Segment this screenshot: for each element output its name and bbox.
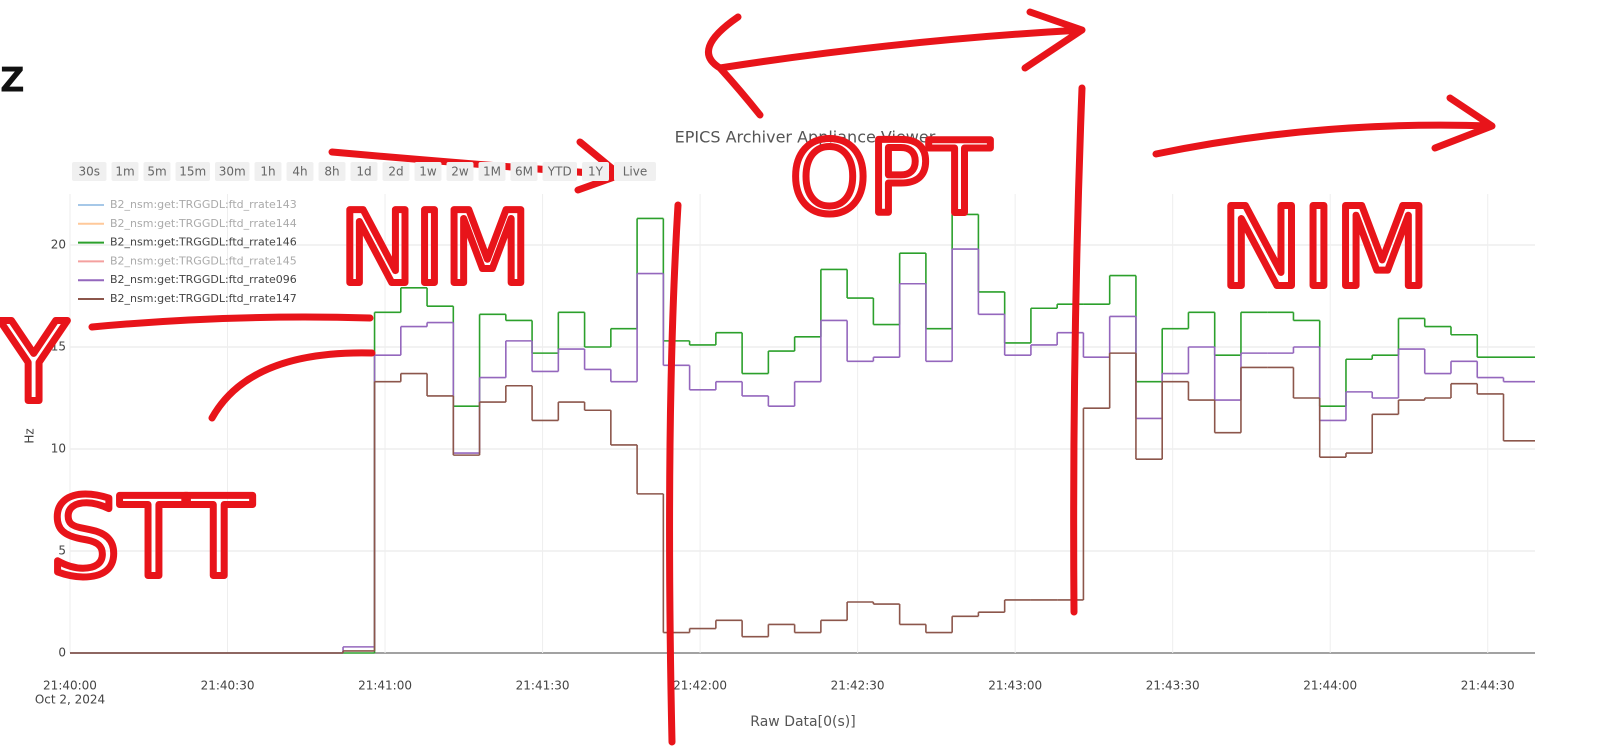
range-button-label[interactable]: 5m <box>147 165 166 179</box>
range-button-label[interactable]: 1d <box>356 165 371 179</box>
range-button[interactable] <box>350 162 378 181</box>
range-button[interactable] <box>72 162 107 181</box>
range-button[interactable] <box>414 162 442 181</box>
range-button-label[interactable]: 2w <box>451 165 469 179</box>
x-tick-label: 21:44:30 <box>1461 679 1515 693</box>
annotation: Y <box>0 298 68 426</box>
x-tick-label: 21:44:00 <box>1303 679 1357 693</box>
annotation: STT <box>50 473 253 601</box>
y-axis-title: Hz <box>23 428 37 443</box>
range-button-label[interactable]: 1M <box>483 165 501 179</box>
annotation: NIM <box>340 189 531 306</box>
range-button-label[interactable]: YTD <box>547 165 572 179</box>
range-button-label[interactable]: 2d <box>388 165 403 179</box>
range-button-label[interactable]: 4h <box>292 165 307 179</box>
legend-label[interactable]: B2_nsm:get:TRGGDL:ftd_rrate146 <box>110 236 297 249</box>
range-button[interactable] <box>382 162 410 181</box>
y-tick-label: 5 <box>58 544 66 558</box>
range-button-label[interactable]: 1w <box>419 165 437 179</box>
range-button-label[interactable]: 1h <box>260 165 275 179</box>
annotation: NIM <box>1220 183 1430 311</box>
range-button[interactable] <box>614 162 656 181</box>
range-button[interactable] <box>582 162 609 181</box>
x-axis-title: Raw Data[0(s)] <box>750 714 855 730</box>
x-date-label: Oct 2, 2024 <box>35 693 105 707</box>
x-tick-label: 21:41:00 <box>358 679 412 693</box>
legend-label[interactable]: B2_nsm:get:TRGGDL:ftd_rrate096 <box>110 273 297 286</box>
range-button-label[interactable]: 1Y <box>588 165 604 179</box>
range-button-label[interactable]: 8h <box>324 165 339 179</box>
range-button[interactable] <box>510 162 538 181</box>
x-tick-label: 21:40:00 <box>43 679 97 693</box>
plot: 0 5 10 15 20 21:40:00 21:40:30 21:41:00 21:41:30… <box>35 194 1535 707</box>
annotation-arrow <box>705 8 1086 119</box>
range-button[interactable] <box>111 162 139 181</box>
y-tick-label: 15 <box>51 340 66 354</box>
series-line <box>70 352 1535 654</box>
y-tick-label: 10 <box>51 442 66 456</box>
legend-label[interactable]: B2_nsm:get:TRGGDL:ftd_rrate143 <box>110 198 297 211</box>
range-button[interactable] <box>215 162 250 181</box>
range-button-label[interactable]: 1m <box>115 165 134 179</box>
range-button[interactable] <box>143 162 171 181</box>
x-tick-label: 21:42:30 <box>831 679 885 693</box>
range-button-label[interactable]: Live <box>623 165 648 179</box>
range-button-label[interactable]: 15m <box>179 165 206 179</box>
annotation: Z <box>0 61 25 101</box>
y-tick-label: 20 <box>51 238 66 252</box>
legend-label[interactable]: B2_nsm:get:TRGGDL:ftd_rrate144 <box>110 217 297 230</box>
legend-label[interactable]: B2_nsm:get:TRGGDL:ftd_rrate145 <box>110 254 297 267</box>
range-button[interactable] <box>318 162 346 181</box>
range-button[interactable] <box>286 162 314 181</box>
x-tick-label: 21:43:00 <box>988 679 1042 693</box>
range-button-label[interactable]: 30m <box>219 165 246 179</box>
x-tick-label: 21:40:30 <box>201 679 255 693</box>
x-tick-label: 21:43:30 <box>1146 679 1200 693</box>
range-button[interactable] <box>478 162 506 181</box>
range-button[interactable] <box>175 162 211 181</box>
annotation-arrow <box>1152 94 1496 158</box>
annotation-stroke <box>88 313 374 331</box>
legend-label[interactable]: B2_nsm:get:TRGGDL:ftd_rrate147 <box>110 292 297 305</box>
range-button[interactable] <box>446 162 474 181</box>
chart-title: EPICS Archiver Appliance Viewer <box>675 128 936 147</box>
annotations: Z Y STT NIM OPT NIM <box>0 8 1496 746</box>
annotation-stroke <box>666 201 682 746</box>
range-button[interactable] <box>542 162 578 181</box>
annotation: OPT <box>790 119 991 236</box>
annotation-stroke <box>1070 84 1086 616</box>
y-tick-label: 0 <box>58 646 66 660</box>
annotation-stroke <box>208 349 376 422</box>
x-tick-label: 21:42:00 <box>673 679 727 693</box>
x-tick-label: 21:41:30 <box>516 679 570 693</box>
range-button-label[interactable]: 6M <box>515 165 533 179</box>
range-button[interactable] <box>254 162 282 181</box>
range-button-label[interactable]: 30s <box>78 165 100 179</box>
